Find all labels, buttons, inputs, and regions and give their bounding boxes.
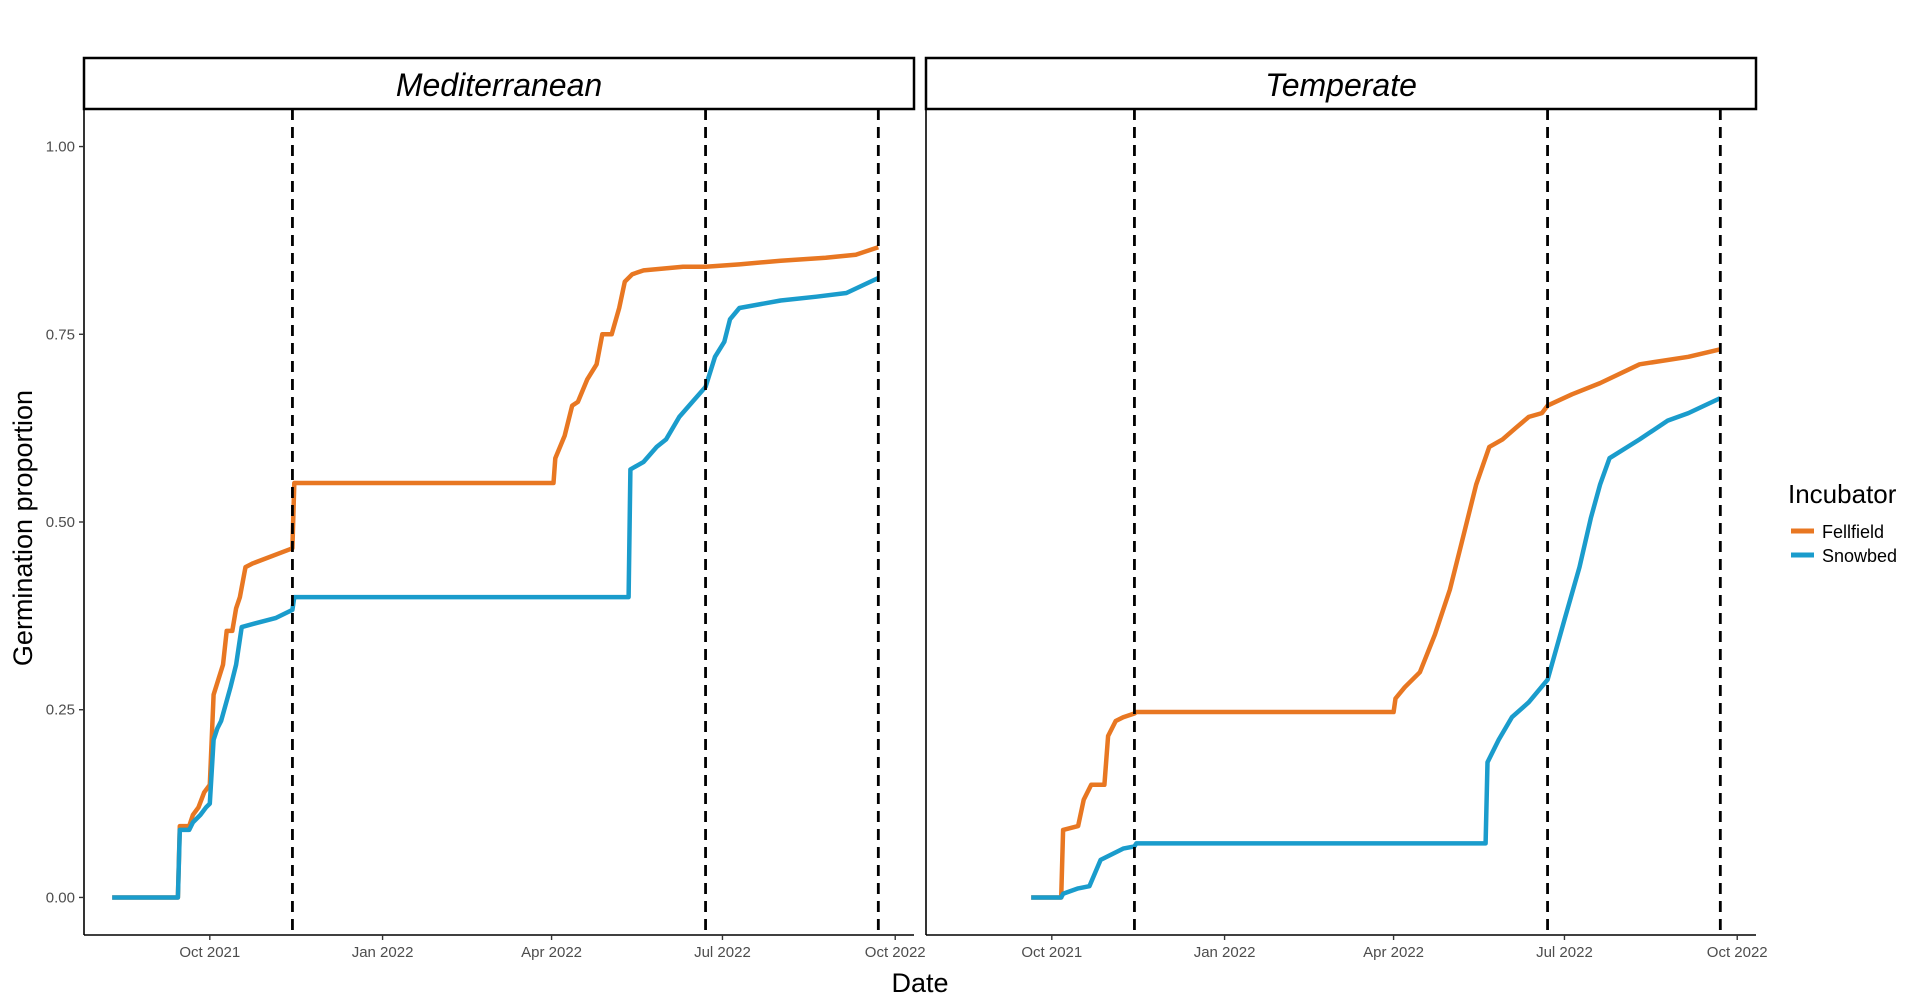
strip-box [924, 56, 1758, 111]
legend-title: Incubator [1788, 479, 1897, 509]
y-tick-label: 0.25 [46, 702, 75, 719]
x-tick-label: Jan 2022 [1194, 944, 1256, 961]
legend-label-snowbed: Snowbed [1822, 546, 1897, 566]
x-tick-label: Oct 2021 [1021, 944, 1082, 961]
strip-box [82, 56, 916, 111]
x-axis-title: Date [891, 968, 948, 997]
y-tick-label: 0.50 [46, 514, 75, 531]
x-tick-label: Jan 2022 [352, 944, 414, 961]
strip-title: Mediterranean [396, 67, 602, 103]
legend-label-fellfield: Fellfield [1822, 522, 1884, 542]
x-tick-label: Jul 2022 [694, 944, 751, 961]
legend: Incubator Fellfield Snowbed [1788, 479, 1897, 566]
panel-mediterranean: Mediterranean 0.00 0.25 0.50 0.75 1.00 Oct 202… [46, 56, 926, 961]
x-tick-label: Apr 2022 [521, 944, 582, 961]
x-tick-label: Jul 2022 [1536, 944, 1593, 961]
series-line-fellfield [112, 245, 880, 900]
series-line-snowbed [112, 275, 880, 900]
strip-title: Temperate [1265, 67, 1417, 103]
y-tick-label: 1.00 [46, 139, 75, 156]
series-line-snowbed [1031, 396, 1722, 900]
panel-temperate: Temperate Oct 2021 Jan 2022 Apr 2022 Jul 202… [924, 56, 1768, 961]
x-tick-label: Oct 2021 [179, 944, 240, 961]
x-tick-label: Apr 2022 [1363, 944, 1424, 961]
y-axis-title: Germination proportion [8, 390, 38, 666]
x-tick-label: Oct 2022 [1707, 944, 1768, 961]
panels-layer: Mediterranean 0.00 0.25 0.50 0.75 1.00 Oct 202… [46, 56, 1768, 961]
y-tick-label: 0.00 [46, 889, 75, 906]
y-tick-label: 0.75 [46, 326, 75, 343]
x-tick-label: Oct 2022 [865, 944, 926, 961]
